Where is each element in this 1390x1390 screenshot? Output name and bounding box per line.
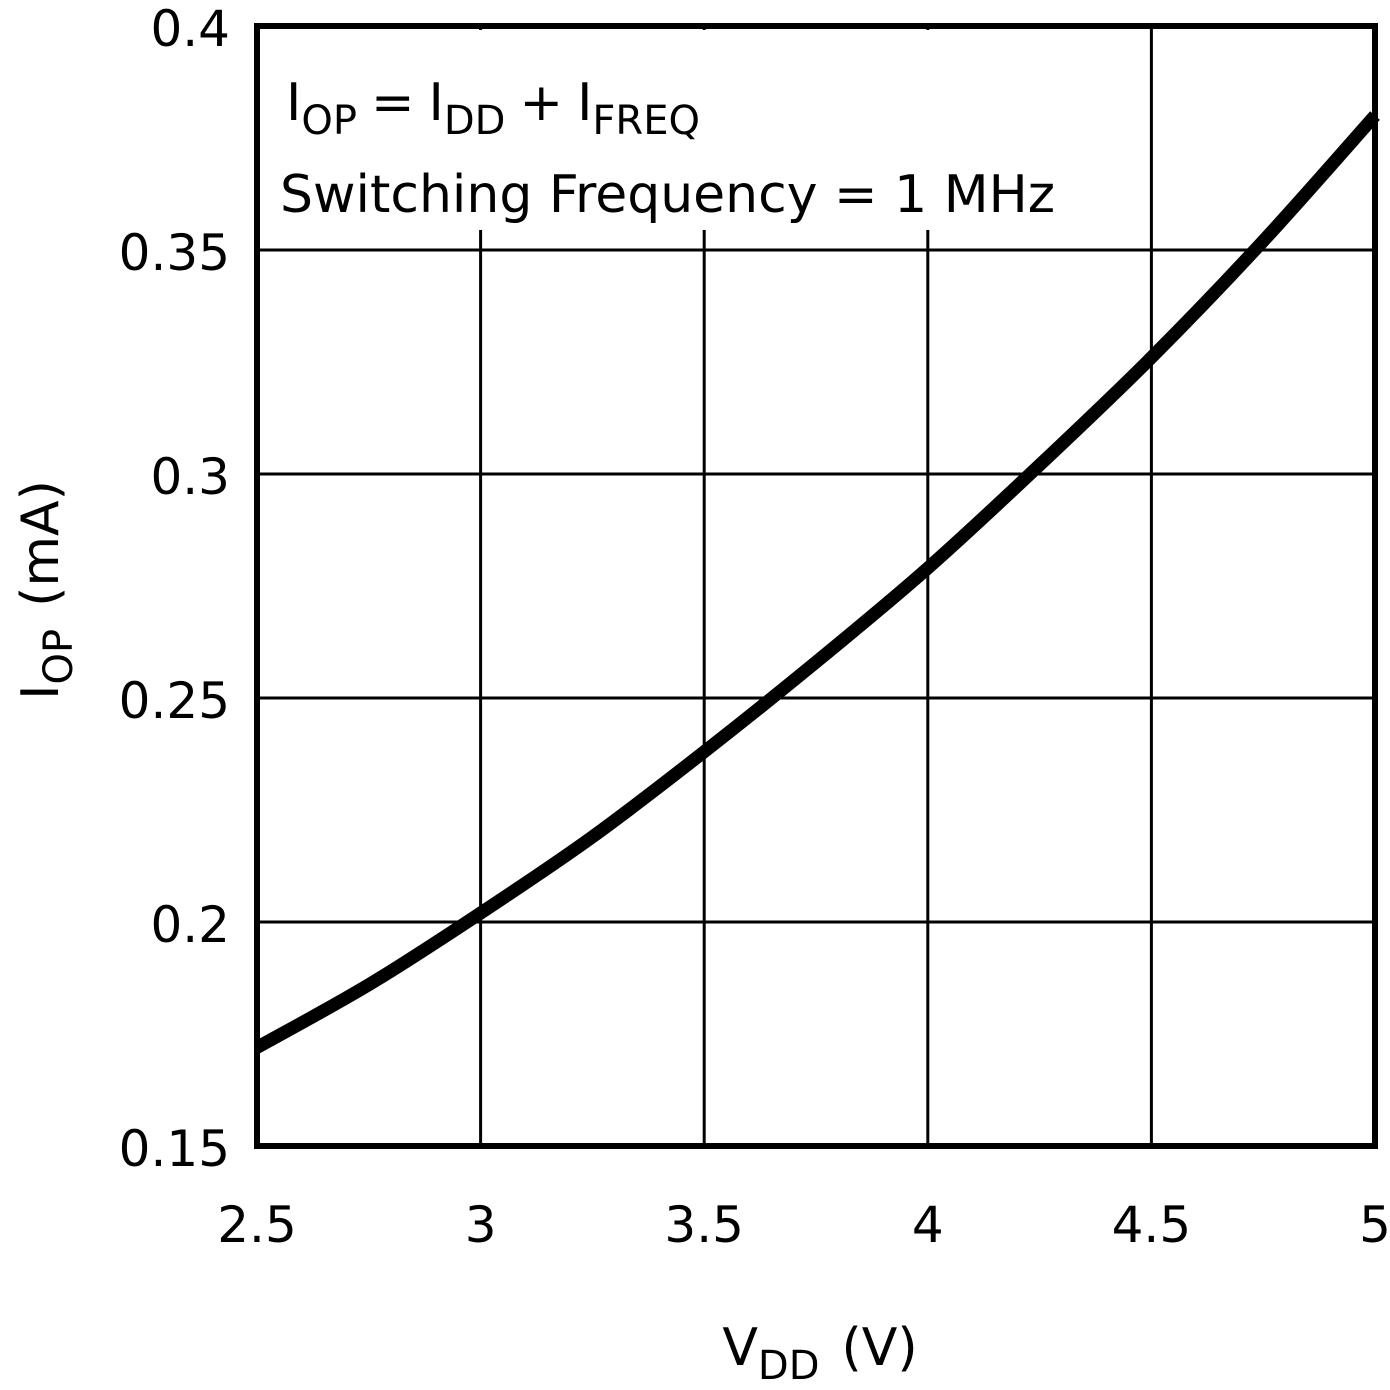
y-axis-label-unit: (mA): [11, 480, 71, 607]
equation-equals: =: [371, 73, 415, 133]
condition-annotation: Switching Frequency = 1 MHz: [280, 165, 1055, 225]
equation-term2-main: I: [577, 73, 592, 133]
y-tick-labels: 0.15 0.2 0.25 0.3 0.35 0.4: [119, 0, 230, 1178]
x-axis-label-main: V: [722, 1318, 758, 1378]
x-tick-label-3: 4: [912, 1196, 944, 1254]
equation-lhs-main: I: [286, 73, 301, 133]
y-axis-label-main: I: [11, 685, 71, 700]
plot-frame: [254, 23, 1378, 1149]
x-tick-label-2: 3.5: [664, 1196, 744, 1254]
y-axis-label-sub: OP: [36, 629, 82, 685]
series-layer: [253, 111, 1380, 1054]
y-tick-label-2: 0.25: [119, 672, 230, 730]
y-tick-label-1: 0.2: [150, 896, 230, 954]
series-line-0: [253, 111, 1380, 1054]
x-tick-label-0: 2.5: [217, 1196, 297, 1254]
x-axis-label: VDD (V): [722, 1318, 917, 1389]
y-tick-label-5: 0.4: [150, 0, 230, 58]
x-axis-label-sub: DD: [758, 1343, 820, 1389]
x-tick-labels: 2.5 3 3.5 4 4.5 5: [217, 1196, 1390, 1254]
equation-plus: +: [519, 73, 563, 133]
x-axis-label-unit: (V): [842, 1318, 918, 1378]
equation-annotation: IOP = IDD + IFREQ: [286, 73, 700, 144]
x-tick-label-1: 3: [465, 1196, 497, 1254]
annotation-background: [263, 30, 1143, 230]
equation-term2-sub: FREQ: [592, 98, 700, 144]
equation-lhs-sub: OP: [301, 98, 357, 144]
y-tick-label-3: 0.3: [150, 448, 230, 506]
x-tick-label-4: 4.5: [1112, 1196, 1192, 1254]
equation-term1-sub: DD: [444, 98, 506, 144]
y-tick-label-0: 0.15: [119, 1120, 230, 1178]
x-tick-label-5: 5: [1359, 1196, 1390, 1254]
y-tick-label-4: 0.35: [119, 224, 230, 282]
y-axis-label: IOP (mA): [11, 480, 82, 700]
equation-term1-main: I: [429, 73, 444, 133]
